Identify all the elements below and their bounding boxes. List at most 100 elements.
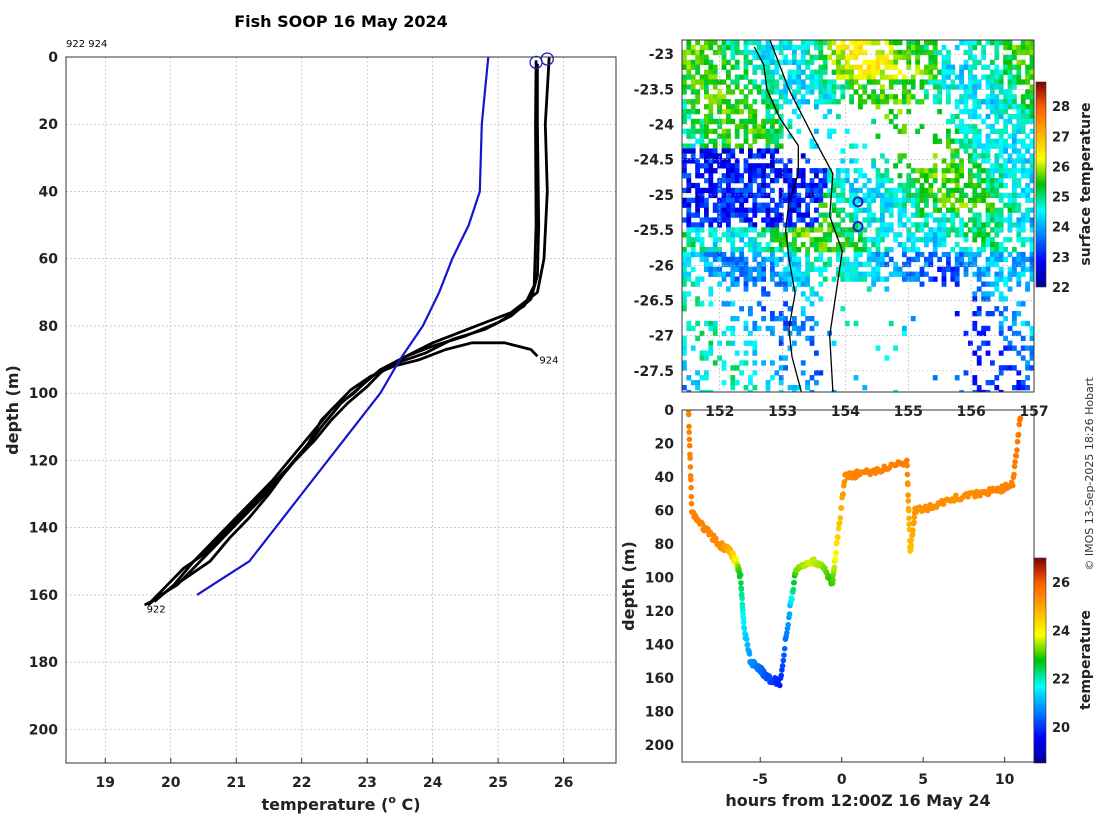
sst-cell bbox=[875, 54, 881, 61]
sst-cell bbox=[853, 256, 859, 263]
sst-cell bbox=[1025, 173, 1030, 179]
sst-cell bbox=[871, 74, 876, 80]
sst-cell bbox=[972, 89, 978, 95]
sst-cell bbox=[1029, 158, 1034, 164]
sst-cell bbox=[831, 207, 837, 213]
sst-cell bbox=[954, 128, 960, 134]
sst-cell bbox=[726, 163, 731, 169]
sst-cell bbox=[902, 49, 907, 56]
sst-cell bbox=[875, 345, 881, 351]
sst-cell bbox=[1003, 202, 1008, 208]
sst-cell bbox=[721, 256, 727, 263]
sst-cell bbox=[726, 187, 731, 194]
sst-cell bbox=[910, 178, 916, 184]
sst-cell bbox=[981, 330, 986, 337]
sst-cell bbox=[1029, 64, 1034, 70]
track-point bbox=[786, 611, 793, 617]
sst-cell bbox=[902, 89, 907, 95]
sst-cell bbox=[968, 217, 973, 223]
sst-cell bbox=[682, 118, 687, 125]
sst-cell bbox=[743, 168, 749, 174]
sst-cell bbox=[858, 168, 863, 174]
sst-cell bbox=[840, 207, 846, 213]
sst-cell bbox=[968, 54, 973, 61]
sst-cell bbox=[734, 40, 740, 46]
sst-cell bbox=[994, 182, 1000, 189]
sst-cell bbox=[985, 158, 991, 164]
sst-cell bbox=[761, 168, 766, 174]
sst-cell bbox=[761, 261, 766, 268]
sst-cell bbox=[717, 355, 722, 361]
sst-cell bbox=[704, 40, 709, 46]
sst-cell bbox=[990, 207, 995, 213]
sst-cell bbox=[1029, 143, 1034, 149]
sst-cell bbox=[809, 335, 815, 341]
track-point bbox=[733, 556, 739, 562]
sst-cell bbox=[950, 192, 956, 199]
sst-cell bbox=[946, 197, 951, 203]
sst-cell bbox=[981, 49, 986, 56]
sst-cell bbox=[827, 109, 832, 115]
sst-cell bbox=[734, 316, 740, 322]
sst-cell bbox=[932, 79, 938, 85]
sst-cell bbox=[1007, 133, 1013, 139]
track-point bbox=[835, 534, 841, 541]
sst-cell bbox=[963, 94, 969, 100]
sst-cell bbox=[686, 113, 692, 120]
sst-cell bbox=[1012, 320, 1017, 327]
sst-cell bbox=[822, 40, 828, 46]
track-point bbox=[699, 521, 706, 527]
sst-cell bbox=[726, 59, 731, 65]
sst-cell bbox=[761, 69, 766, 75]
sst-cell bbox=[686, 158, 692, 164]
track-point bbox=[1011, 463, 1018, 470]
sst-cell bbox=[743, 138, 749, 144]
surface-marker bbox=[540, 52, 554, 66]
sst-cell bbox=[1012, 104, 1017, 110]
sst-cell bbox=[1012, 168, 1017, 174]
sst-cell bbox=[932, 163, 938, 169]
sst-cell bbox=[774, 69, 780, 75]
sst-cell bbox=[998, 148, 1004, 154]
sst-cell bbox=[875, 49, 881, 56]
track-point bbox=[909, 531, 916, 538]
track-y-tick-label: 120 bbox=[645, 604, 674, 620]
sst-cell bbox=[1029, 128, 1034, 134]
sst-cell bbox=[686, 133, 692, 139]
sst-cell bbox=[893, 99, 898, 105]
sst-cell bbox=[946, 217, 951, 223]
sst-cell bbox=[981, 44, 986, 51]
sst-cell bbox=[968, 340, 973, 346]
sst-cell bbox=[1025, 286, 1030, 292]
sst-cell bbox=[699, 251, 705, 258]
sst-cell bbox=[1016, 178, 1022, 184]
sst-cell bbox=[849, 217, 854, 223]
sst-cell bbox=[734, 192, 740, 199]
sst-cell bbox=[778, 242, 784, 248]
sst-cell bbox=[800, 182, 806, 189]
sst-cell bbox=[704, 261, 709, 268]
sst-cell bbox=[1016, 168, 1022, 174]
sst-cell bbox=[704, 355, 709, 361]
sst-cell bbox=[743, 163, 749, 169]
sst-cell bbox=[800, 197, 806, 203]
sst-cell bbox=[739, 197, 744, 203]
sst-cell bbox=[1003, 345, 1008, 351]
sst-cell bbox=[796, 197, 802, 203]
sst-cell bbox=[717, 271, 722, 277]
sst-cell bbox=[954, 168, 960, 174]
sst-cell bbox=[734, 133, 740, 139]
sst-cell bbox=[734, 128, 740, 134]
sst-cell bbox=[721, 44, 727, 51]
sst-cell bbox=[941, 79, 947, 85]
sst-cell bbox=[880, 89, 885, 95]
sst-cell bbox=[888, 79, 894, 85]
sst-cell bbox=[734, 59, 740, 65]
sst-cell bbox=[915, 54, 920, 61]
sst-cell bbox=[743, 104, 749, 110]
sst-cell bbox=[844, 44, 850, 51]
sst-cell bbox=[1016, 281, 1022, 287]
sst-cell bbox=[906, 237, 912, 243]
sst-cell bbox=[805, 158, 810, 164]
sst-cell bbox=[963, 148, 969, 154]
